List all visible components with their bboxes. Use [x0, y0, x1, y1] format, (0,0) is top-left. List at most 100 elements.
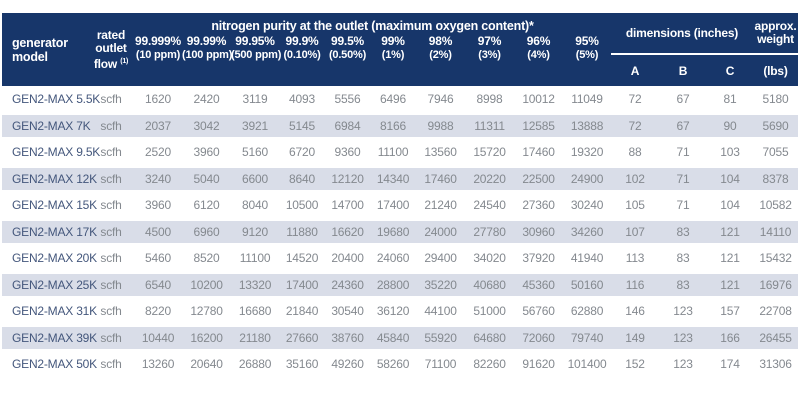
purity-value-cell: 1620 — [145, 92, 171, 107]
purity-value-cell: 11311 — [474, 118, 505, 133]
table-row: GEN2-MAX 5.5K scfh 1620 2420 3119 4093 5… — [2, 86, 798, 113]
purity-value-cell: 24360 — [331, 277, 364, 292]
purity-value-cell: 41940 — [570, 251, 604, 266]
purity-value-cell: 40680 — [473, 277, 506, 292]
flow-unit-cell: scfh — [100, 251, 122, 266]
table-header: generator model rated outlet flow (1) ni… — [2, 13, 798, 86]
purity-value-cell: 24000 — [424, 224, 457, 239]
purity-percent-label: 99.5% — [330, 34, 365, 48]
purity-value-cell: 26880 — [238, 357, 272, 372]
model-cell: GEN2-MAX 9.5K — [12, 145, 101, 160]
purity-value-cell: 17400 — [285, 277, 319, 292]
flow-unit-cell: scfh — [100, 330, 122, 345]
dimension-value-cell: 123 — [673, 357, 693, 372]
purity-value-cell: 16680 — [238, 304, 272, 319]
dimension-value-cell: 72 — [628, 92, 642, 107]
dimension-column-header: A — [630, 63, 640, 78]
purity-value-cell: 6540 — [145, 277, 171, 292]
dimension-value-cell: 71 — [676, 145, 690, 160]
flow-unit-cell: scfh — [100, 277, 122, 292]
dimension-value-cell: 71 — [676, 198, 690, 213]
table-row: GEN2-MAX 31K scfh 8220 12780 16680 21840… — [2, 298, 798, 325]
purity-value-cell: 10500 — [285, 198, 319, 213]
purity-value-cell: 71100 — [424, 357, 457, 372]
dimension-column-header: C — [725, 63, 735, 78]
purity-value-cell: 5160 — [242, 145, 268, 160]
purity-value-cell: 2420 — [193, 92, 220, 107]
purity-value-cell: 20640 — [190, 357, 223, 372]
purity-value-cell: 11880 — [286, 224, 318, 239]
dimension-value-cell: 71 — [676, 171, 690, 186]
purity-value-cell: 12120 — [331, 171, 364, 186]
purity-value-cell: 7946 — [427, 92, 454, 107]
model-cell: GEN2-MAX 5.5K — [12, 92, 101, 107]
purity-value-cell: 35220 — [424, 277, 457, 292]
purity-value-cell: 55920 — [424, 330, 457, 345]
purity-value-cell: 3960 — [145, 198, 171, 213]
purity-value-cell: 3240 — [145, 171, 171, 186]
purity-value-cell: 9988 — [427, 118, 454, 133]
weight-value-cell: 16976 — [759, 277, 792, 292]
purity-value-cell: 62880 — [570, 304, 604, 319]
purity-value-cell: 3119 — [242, 92, 268, 107]
dimension-value-cell: 67 — [676, 92, 690, 107]
dimension-value-cell: 72 — [628, 118, 642, 133]
dimension-value-cell: 107 — [625, 224, 645, 239]
dimension-value-cell: 83 — [676, 277, 690, 292]
purity-value-cell: 64680 — [473, 330, 506, 345]
dimension-value-cell: 88 — [628, 145, 642, 160]
flow-unit-cell: scfh — [100, 198, 122, 213]
dimension-value-cell: 152 — [625, 357, 645, 372]
purity-group-title: nitrogen purity at the outlet (maximum o… — [211, 19, 534, 33]
purity-value-cell: 13320 — [238, 277, 272, 292]
purity-value-cell: 8520 — [193, 251, 220, 266]
purity-value-cell: 24060 — [376, 251, 410, 266]
purity-value-cell: 10200 — [190, 277, 223, 292]
weight-value-cell: 22708 — [759, 304, 792, 319]
purity-percent-label: 99.999% — [135, 34, 181, 48]
generator-model-header: generator model — [12, 35, 68, 64]
purity-value-cell: 9120 — [242, 224, 268, 239]
dimension-value-cell: 113 — [625, 251, 645, 266]
dimension-value-cell: 105 — [625, 198, 645, 213]
table-row: GEN2-MAX 17K scfh 4500 6960 9120 11880 1… — [2, 218, 798, 245]
model-cell: GEN2-MAX 17K — [12, 224, 97, 239]
purity-value-cell: 13888 — [570, 118, 604, 133]
purity-value-cell: 8220 — [145, 304, 171, 319]
purity-value-cell: 11049 — [571, 92, 603, 107]
weight-value-cell: 8378 — [762, 171, 789, 186]
table-row: GEN2-MAX 12K scfh 3240 5040 6600 8640 12… — [2, 165, 798, 192]
rated-outlet-flow-header: rated outlet flow (1) — [88, 13, 134, 86]
purity-value-cell: 16200 — [190, 330, 223, 345]
purity-value-cell: 38760 — [331, 330, 364, 345]
flow-label: rated outlet flow — [93, 27, 127, 71]
purity-value-cell: 58260 — [376, 357, 410, 372]
dimension-value-cell: 166 — [720, 330, 740, 345]
flow-unit-cell: scfh — [100, 357, 122, 372]
oxygen-content-label: (0.50%) — [328, 48, 367, 61]
table-row: GEN2-MAX 39K scfh 10440 16200 21180 2766… — [2, 324, 798, 351]
table-row: GEN2-MAX 9.5K scfh 2520 3960 5160 6720 9… — [2, 139, 798, 166]
oxygen-content-label: (10 ppm) — [135, 48, 181, 61]
purity-value-cell: 3960 — [193, 145, 220, 160]
weight-value-cell: 5180 — [762, 92, 789, 107]
oxygen-content-label: (0.10%) — [283, 48, 321, 61]
purity-value-cell: 14700 — [331, 198, 364, 213]
purity-value-cell: 12585 — [522, 118, 555, 133]
weight-value-cell: 10582 — [759, 198, 792, 213]
purity-value-cell: 45360 — [522, 277, 555, 292]
weight-group-header: approx. weight — [753, 13, 798, 55]
purity-value-cell: 16620 — [331, 224, 364, 239]
oxygen-content-label: (4%) — [527, 48, 550, 61]
dimension-value-cell: 149 — [625, 330, 645, 345]
purity-value-cell: 3042 — [193, 118, 220, 133]
purity-value-cell: 27360 — [522, 198, 555, 213]
purity-value-cell: 5556 — [334, 92, 361, 107]
purity-value-cell: 6120 — [193, 198, 220, 213]
dimension-value-cell: 123 — [673, 304, 693, 319]
oxygen-content-label: (100 ppm) — [182, 48, 233, 61]
purity-value-cell: 11100 — [377, 145, 409, 160]
purity-value-cell: 34260 — [570, 224, 604, 239]
purity-value-cell: 6960 — [193, 224, 220, 239]
purity-value-cell: 11100 — [239, 251, 271, 266]
